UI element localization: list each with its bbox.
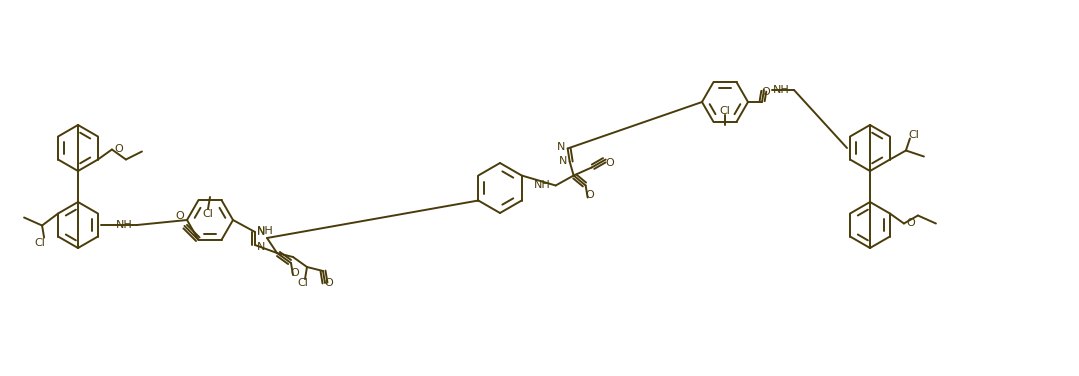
Text: Cl: Cl xyxy=(720,106,730,116)
Text: Cl: Cl xyxy=(35,238,45,249)
Text: N: N xyxy=(557,143,564,153)
Text: NH: NH xyxy=(257,226,273,236)
Text: N: N xyxy=(559,156,566,167)
Text: O: O xyxy=(585,191,595,200)
Text: O: O xyxy=(762,87,770,97)
Text: O: O xyxy=(906,218,915,229)
Text: O: O xyxy=(605,159,614,168)
Text: NH: NH xyxy=(534,179,551,190)
Text: Cl: Cl xyxy=(203,209,214,219)
Text: O: O xyxy=(114,144,123,155)
Text: Cl: Cl xyxy=(298,278,309,288)
Text: Cl: Cl xyxy=(909,129,919,139)
Text: NH: NH xyxy=(115,220,133,230)
Text: O: O xyxy=(175,211,183,221)
Text: NH: NH xyxy=(773,85,790,95)
Text: N: N xyxy=(257,227,265,237)
Text: O: O xyxy=(325,278,333,288)
Text: O: O xyxy=(290,268,299,278)
Text: N: N xyxy=(257,242,265,252)
